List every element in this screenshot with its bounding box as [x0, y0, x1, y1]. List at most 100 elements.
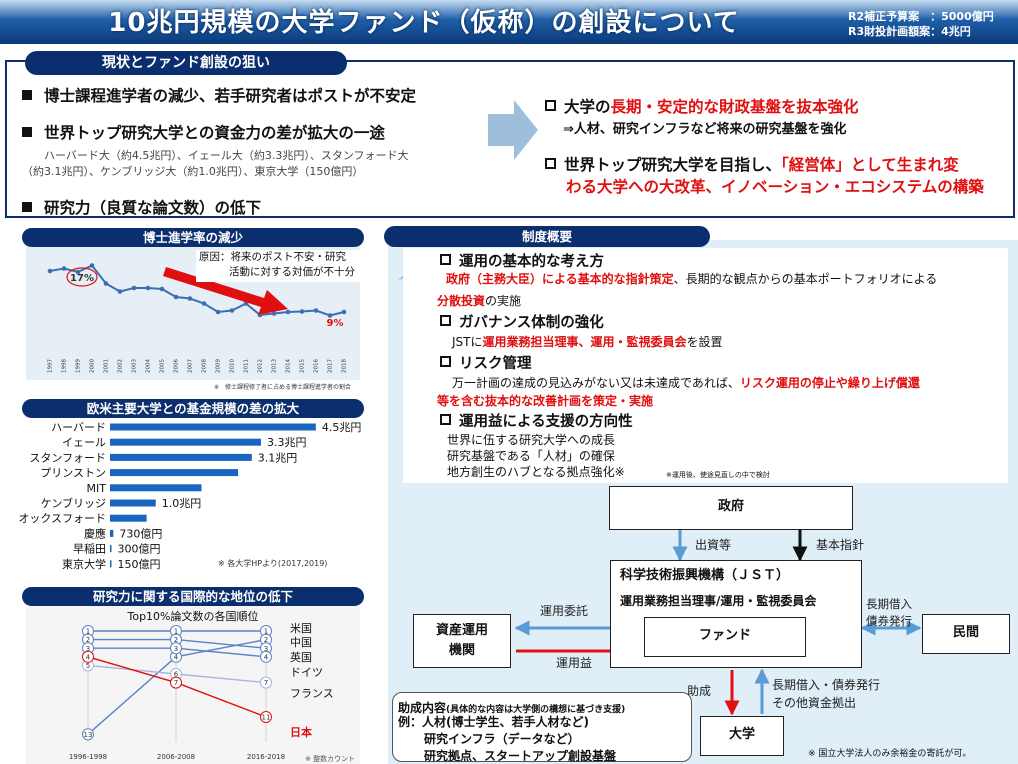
square-bullet-icon	[22, 202, 32, 212]
phd-year-tick: 2009	[216, 359, 222, 373]
phd-rate-line	[49, 264, 345, 317]
ranking-country-label: 日本	[290, 725, 312, 739]
phd-year-tick: 2016	[314, 359, 320, 373]
goal-1: 大学の長期・安定的な財政基盤を抜本強化	[545, 95, 859, 117]
policy-basic-text: 政府（主務大臣）による基本的な指針策定、長期的な観点からの基本ポートフォリオによ…	[446, 272, 938, 286]
ranking-marker	[82, 650, 94, 663]
phd-start-highlight	[66, 267, 98, 287]
current-status-box	[5, 60, 1015, 218]
endowment-category-label: 東京大学	[62, 557, 106, 571]
goal-2: 世界トップ研究大学を目指し、「経営体」として生まれ変	[545, 153, 959, 175]
borrow-label-2: 債券発行	[866, 614, 912, 628]
endowment-bar	[110, 545, 112, 553]
budget-line-2: R3財投計画額案：4兆円	[848, 25, 971, 38]
endowment-category-label: ハーバード	[51, 421, 106, 434]
ranking-rank-label: 1	[174, 628, 178, 636]
phd-rate-point	[187, 296, 193, 301]
phd-rate-point	[327, 313, 333, 318]
ranking-country-label: ドイツ	[290, 666, 323, 679]
borrow-label-1: 長期借入	[866, 597, 912, 611]
endowment-category-label: オックスフォード	[18, 512, 106, 525]
bullet-2-text: 世界トップ研究大学との資金力の差が拡大の一途	[44, 124, 385, 142]
endowment-bar	[110, 438, 261, 446]
flow-footnote: ※ 国立大学法人のみ余裕金の寄託が可。	[808, 749, 972, 759]
endowment-category-label: 早稲田	[73, 543, 106, 556]
ranking-period-label: 2016-2018	[247, 753, 285, 761]
phd-cause-line-1: 原因：将来のポスト不安・研究	[199, 251, 346, 263]
bullet-2: 世界トップ研究大学との資金力の差が拡大の一途	[22, 121, 385, 143]
ranking-period-label: 2006-2008	[157, 753, 195, 761]
endowment-bar	[110, 529, 114, 537]
grant-content-title: 助成内容(具体的な内容は大学側の構想に基づき支援)	[398, 701, 626, 715]
endowment-value-label: 730億円	[119, 527, 162, 540]
phd-rate-point	[215, 309, 221, 315]
university-box: 大学	[700, 716, 784, 756]
ranking-country-label: 英国	[290, 650, 312, 664]
gov-box: 政府	[609, 486, 853, 530]
grant-content-item-2: 研究インフラ（データなど）	[424, 732, 580, 746]
right-arrow-icon	[488, 100, 538, 160]
endowment-bar	[110, 499, 156, 507]
phd-year-tick: 2018	[342, 359, 348, 373]
ranking-footnote: ※ 整数カウント	[305, 755, 356, 763]
endowment-value-label: 1.0兆円	[162, 497, 202, 510]
phd-rate-point	[299, 309, 305, 314]
governance-title: ガバナンス体制の強化	[440, 311, 604, 332]
phd-rate-point	[313, 308, 319, 313]
grant-content-box	[392, 692, 692, 762]
endowment-bar	[110, 560, 112, 568]
endowment-bar	[110, 469, 239, 477]
endowment-bar	[110, 423, 316, 431]
ranking-chart-title: Top10%論文数の各国順位	[127, 610, 259, 623]
phd-rate-point	[75, 269, 81, 275]
asset-manager-box: 資産運用 機関	[413, 614, 511, 668]
endowment-category-label: プリンストン	[40, 467, 106, 480]
ranking-rank-label: 4	[264, 653, 269, 661]
lower-funding-label-1: 長期借入・債券発行	[772, 678, 881, 692]
phd-rate-point	[159, 286, 165, 292]
checkbox-bullet-icon	[440, 254, 451, 265]
ranking-marker	[170, 676, 182, 689]
ranking-rank-label: 4	[86, 653, 91, 661]
lower-funding-label-2: その他資金拠出	[772, 696, 857, 710]
ranking-marker	[260, 711, 272, 723]
profit-label: 運用益	[556, 656, 593, 670]
phd-year-tick: 2010	[230, 359, 236, 373]
bullet-1: 博士課程進学者の減少、若手研究者はポストが不安定	[22, 84, 416, 106]
ranking-rank-label: 4	[174, 653, 179, 661]
endowment-bar	[110, 453, 252, 461]
title-bar	[0, 0, 1018, 44]
risk-title: リスク管理	[440, 352, 532, 373]
system-overview-header: 制度概要	[384, 226, 710, 247]
ranking-rank-label: 7	[264, 679, 268, 687]
endowment-header: 欧米主要大学との基金規模の差の拡大	[22, 399, 364, 418]
phd-year-tick: 2012	[258, 359, 264, 373]
fund-box: ファンド	[644, 617, 806, 657]
phd-rate-point	[341, 309, 347, 315]
endowment-category-label: イェール	[62, 436, 106, 449]
phd-rate-point	[173, 294, 179, 300]
bullet-3-text: 研究力（良質な論文数）の低下	[44, 199, 262, 217]
endowment-bar	[110, 484, 202, 492]
phd-year-tick: 2006	[174, 359, 180, 373]
ranking-marker	[260, 676, 272, 689]
asset-manager-line-1: 資産運用	[435, 623, 488, 638]
governance-text: JSTに運用業務担当理事、運用・監視委員会を設置	[452, 335, 723, 349]
endowment-value-label: 4.5兆円	[322, 421, 362, 434]
phd-rate-point	[271, 311, 277, 316]
checkbox-bullet-icon	[545, 158, 556, 169]
phd-end-label: 9%	[327, 318, 344, 329]
endowment-category-label: 慶應	[84, 526, 106, 540]
phd-rate-point	[47, 268, 53, 274]
bullet-3: 研究力（良質な論文数）の低下	[22, 196, 261, 218]
phd-year-tick: 2004	[146, 359, 152, 373]
budget-line-1: R2補正予算案 ：5000億円	[848, 10, 994, 23]
phd-rate-point	[89, 263, 95, 268]
phd-footnote: ※ 修士課程修了者に占める博士課程進学者の割合	[214, 384, 352, 391]
ranking-rank-label: 1	[264, 628, 268, 636]
phd-rate-point	[145, 285, 151, 291]
phd-rate-chart: 1997 1998 1999 2000 2001 2002 2003 2004 2005 2006…	[47, 263, 348, 373]
ranking-chart-area	[26, 606, 360, 764]
phd-year-tick: 2013	[272, 359, 278, 373]
phd-year-tick: 2015	[300, 359, 306, 373]
